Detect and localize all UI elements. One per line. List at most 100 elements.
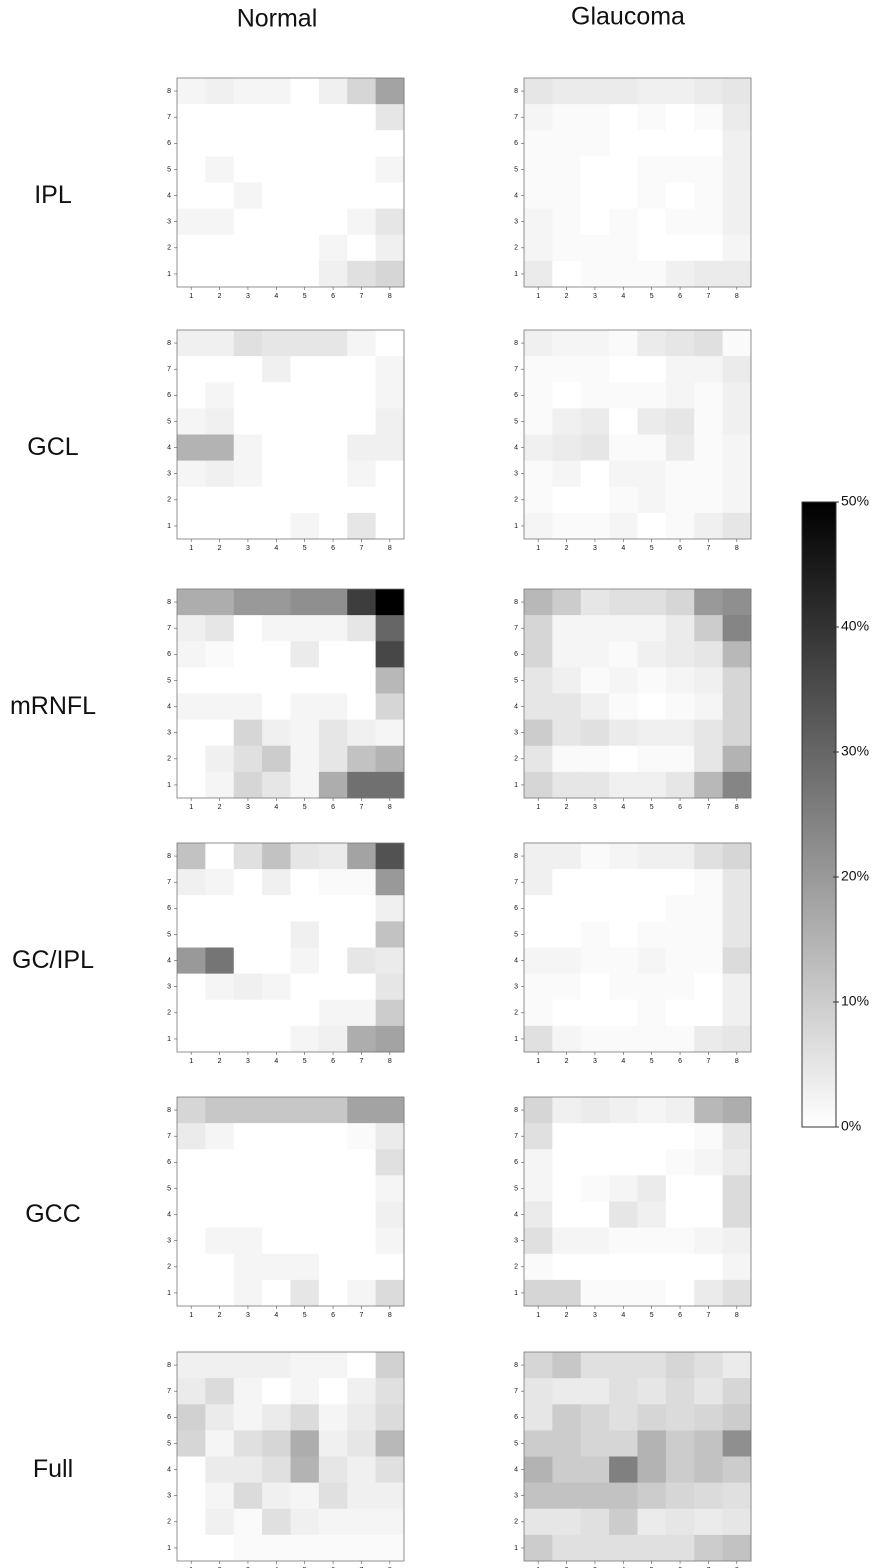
heatmap-cell (177, 1149, 206, 1176)
y-tick-label: 5 (514, 931, 518, 938)
y-tick-label: 5 (514, 1185, 518, 1192)
y-tick-label: 8 (167, 1107, 171, 1114)
heatmap-cell (347, 156, 377, 183)
heatmap-cell (318, 895, 348, 922)
heatmap-cell (524, 156, 553, 183)
heatmap-cell (609, 156, 638, 183)
heatmap-cell (722, 589, 752, 616)
heatmap-cell (233, 182, 263, 210)
heatmap-cell (665, 1227, 695, 1255)
heatmap-cell (665, 1123, 695, 1150)
heatmap-cell (609, 843, 638, 870)
heatmap-cell (233, 745, 263, 773)
heatmap-cell (722, 1175, 752, 1202)
heatmap-cell (580, 667, 610, 694)
heatmap-cell (552, 356, 582, 383)
heatmap-cell (233, 1025, 263, 1053)
heatmap-cell (290, 999, 320, 1027)
heatmap-cell (290, 895, 320, 922)
heatmap-cell (637, 1175, 667, 1202)
heatmap-cell (665, 382, 695, 409)
y-tick-label: 4 (167, 957, 171, 964)
heatmap-cell (233, 1404, 263, 1431)
heatmap-cell (722, 693, 752, 721)
heatmap-cell (580, 208, 610, 236)
heatmap-cell (233, 512, 263, 540)
heatmap-cell (637, 693, 667, 721)
heatmap-cell (524, 869, 553, 896)
heatmap-cell (290, 356, 320, 383)
heatmap-cell (290, 460, 320, 488)
heatmap-cell (262, 208, 291, 236)
heatmap-cell (262, 895, 291, 922)
heatmap-cell (580, 895, 610, 922)
heatmap-cell (609, 1352, 638, 1379)
column-title: Glaucoma (571, 3, 685, 31)
heatmap-cell (375, 1508, 405, 1536)
x-tick-label: 1 (536, 1567, 540, 1568)
heatmap-cell (524, 589, 553, 616)
heatmap-cell (205, 1430, 235, 1457)
heatmap-cell (665, 408, 695, 435)
heatmap-cell (524, 921, 553, 948)
y-tick-label: 7 (514, 1388, 518, 1395)
x-tick-label: 5 (650, 1058, 654, 1065)
heatmap-cell (524, 1378, 553, 1405)
heatmap-cell (694, 512, 724, 540)
heatmap-cell (290, 843, 320, 870)
heatmap-cell (665, 1201, 695, 1229)
heatmap-cell (177, 1123, 206, 1150)
x-tick-label: 4 (274, 1312, 278, 1319)
heatmap-cell (205, 356, 235, 383)
heatmap-cell (262, 486, 291, 514)
heatmap-cell (694, 208, 724, 236)
heatmap-cell (262, 1025, 291, 1053)
heatmap-cell (177, 895, 206, 922)
row-label: GC/IPL (12, 946, 94, 974)
heatmap-cell (609, 1149, 638, 1176)
y-tick-label: 3 (514, 984, 518, 991)
heatmap-cell (205, 1253, 235, 1281)
heatmap-cell (177, 1097, 206, 1124)
heatmap-cell (552, 1404, 582, 1431)
y-tick-label: 5 (514, 1440, 518, 1447)
heatmap-cell (205, 1201, 235, 1229)
y-tick-label: 4 (514, 957, 518, 964)
x-tick-label: 5 (303, 1567, 307, 1568)
x-tick-label: 6 (331, 1567, 335, 1568)
heatmap-cell (552, 921, 582, 948)
heatmap-cell (722, 771, 752, 799)
heatmap-cell (318, 1201, 348, 1229)
heatmap-cell (524, 1352, 553, 1379)
heatmap-cell (524, 1253, 553, 1281)
y-tick-label: 4 (167, 703, 171, 710)
heatmap-cell (637, 1149, 667, 1176)
heatmap-cell (233, 1175, 263, 1202)
y-tick-label: 6 (167, 1414, 171, 1421)
heatmap-cell (205, 719, 235, 747)
heatmap-cell (524, 356, 553, 383)
heatmap-cell (290, 1097, 320, 1124)
heatmap-cell (609, 512, 638, 540)
heatmap-cell (524, 260, 553, 288)
heatmap-cell (177, 78, 206, 105)
heatmap-cell (177, 1378, 206, 1405)
heatmap-cell (290, 486, 320, 514)
heatmap-cell (177, 1482, 206, 1510)
heatmap-cell (347, 895, 377, 922)
heatmap-cell (694, 1352, 724, 1379)
heatmap-cell (262, 356, 291, 383)
x-tick-label: 4 (274, 1567, 278, 1568)
heatmap-cell (233, 208, 263, 236)
heatmap-cell (177, 460, 206, 488)
heatmap-cell (552, 1430, 582, 1457)
heatmap-cell (580, 1378, 610, 1405)
heatmap-cell (233, 1227, 263, 1255)
heatmap-cell (580, 589, 610, 616)
heatmap-cell (262, 843, 291, 870)
x-tick-label: 2 (218, 1567, 222, 1568)
heatmap-cell (290, 182, 320, 210)
heatmap-cell (552, 615, 582, 642)
x-tick-label: 5 (650, 1567, 654, 1568)
heatmap-cell (722, 260, 752, 288)
